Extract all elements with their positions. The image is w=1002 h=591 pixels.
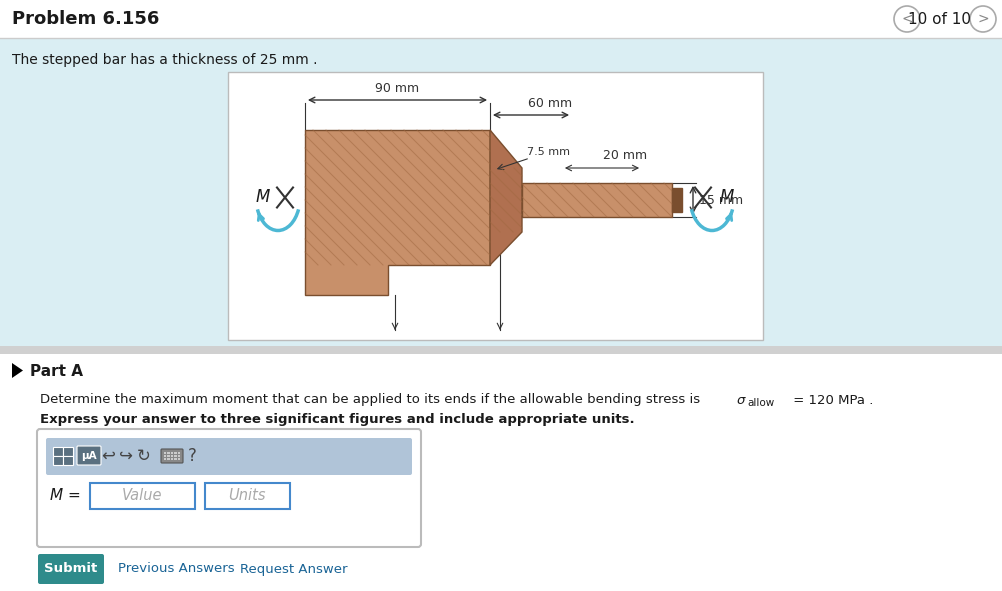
Text: 60 mm: 60 mm bbox=[528, 97, 572, 110]
Text: Units: Units bbox=[228, 489, 266, 504]
Text: Request Answer: Request Answer bbox=[240, 563, 348, 576]
Text: M =: M = bbox=[50, 489, 81, 504]
Text: 20 mm: 20 mm bbox=[603, 149, 647, 162]
Text: Submit: Submit bbox=[44, 563, 97, 576]
FancyBboxPatch shape bbox=[53, 446, 63, 456]
Text: ↪: ↪ bbox=[119, 447, 133, 465]
Text: Determine the maximum moment that can be applied to its ends if the allowable be: Determine the maximum moment that can be… bbox=[40, 394, 704, 407]
Text: = 120 MPa .: = 120 MPa . bbox=[789, 394, 874, 407]
Text: 15 mm: 15 mm bbox=[699, 193, 743, 206]
Bar bbox=[0, 0, 1002, 38]
Bar bbox=[171, 452, 173, 454]
Text: μΑ: μΑ bbox=[81, 451, 97, 461]
Bar bbox=[90, 483, 195, 509]
Bar bbox=[164, 452, 166, 454]
Bar bbox=[174, 455, 177, 457]
Text: allow: allow bbox=[747, 398, 775, 408]
FancyBboxPatch shape bbox=[161, 449, 183, 463]
Bar bbox=[167, 459, 170, 460]
Bar bbox=[205, 483, 290, 509]
Text: 10 of 10: 10 of 10 bbox=[909, 11, 972, 27]
Bar bbox=[178, 455, 180, 457]
Text: Part A: Part A bbox=[30, 363, 83, 378]
Polygon shape bbox=[305, 130, 490, 295]
Text: ↻: ↻ bbox=[137, 447, 151, 465]
Circle shape bbox=[970, 6, 996, 32]
Bar bbox=[0, 354, 1002, 591]
Text: Problem 6.156: Problem 6.156 bbox=[12, 10, 159, 28]
Text: ↩: ↩ bbox=[101, 447, 115, 465]
Bar bbox=[174, 459, 177, 460]
Text: ?: ? bbox=[187, 447, 196, 465]
FancyBboxPatch shape bbox=[63, 456, 73, 465]
Text: The stepped bar has a thickness of 25 mm .: The stepped bar has a thickness of 25 mm… bbox=[12, 53, 318, 67]
Bar bbox=[167, 452, 170, 454]
Bar bbox=[228, 72, 763, 340]
Bar bbox=[171, 459, 173, 460]
Text: <: < bbox=[901, 12, 913, 26]
Bar bbox=[174, 452, 177, 454]
Bar bbox=[672, 188, 682, 212]
Bar bbox=[167, 455, 170, 457]
FancyBboxPatch shape bbox=[53, 456, 63, 465]
Bar bbox=[171, 455, 173, 457]
Bar bbox=[178, 452, 180, 454]
Polygon shape bbox=[12, 363, 23, 378]
FancyBboxPatch shape bbox=[63, 446, 73, 456]
Text: Value: Value bbox=[122, 489, 162, 504]
Bar bbox=[164, 455, 166, 457]
Text: M: M bbox=[720, 189, 734, 206]
Bar bbox=[0, 38, 1002, 346]
FancyBboxPatch shape bbox=[38, 554, 104, 584]
Polygon shape bbox=[490, 130, 522, 265]
Text: M: M bbox=[256, 189, 270, 206]
Circle shape bbox=[894, 6, 920, 32]
FancyBboxPatch shape bbox=[37, 429, 421, 547]
Text: Previous Answers: Previous Answers bbox=[118, 563, 234, 576]
FancyBboxPatch shape bbox=[77, 446, 101, 465]
FancyBboxPatch shape bbox=[46, 438, 412, 475]
Text: 90 mm: 90 mm bbox=[376, 82, 420, 95]
Bar bbox=[522, 183, 672, 217]
Bar bbox=[0, 346, 1002, 354]
Text: 7.5 mm: 7.5 mm bbox=[527, 147, 570, 157]
Text: >: > bbox=[977, 12, 989, 26]
Text: Express your answer to three significant figures and include appropriate units.: Express your answer to three significant… bbox=[40, 414, 634, 427]
Bar bbox=[178, 459, 180, 460]
Text: $\sigma$: $\sigma$ bbox=[736, 394, 746, 407]
Bar bbox=[164, 459, 166, 460]
